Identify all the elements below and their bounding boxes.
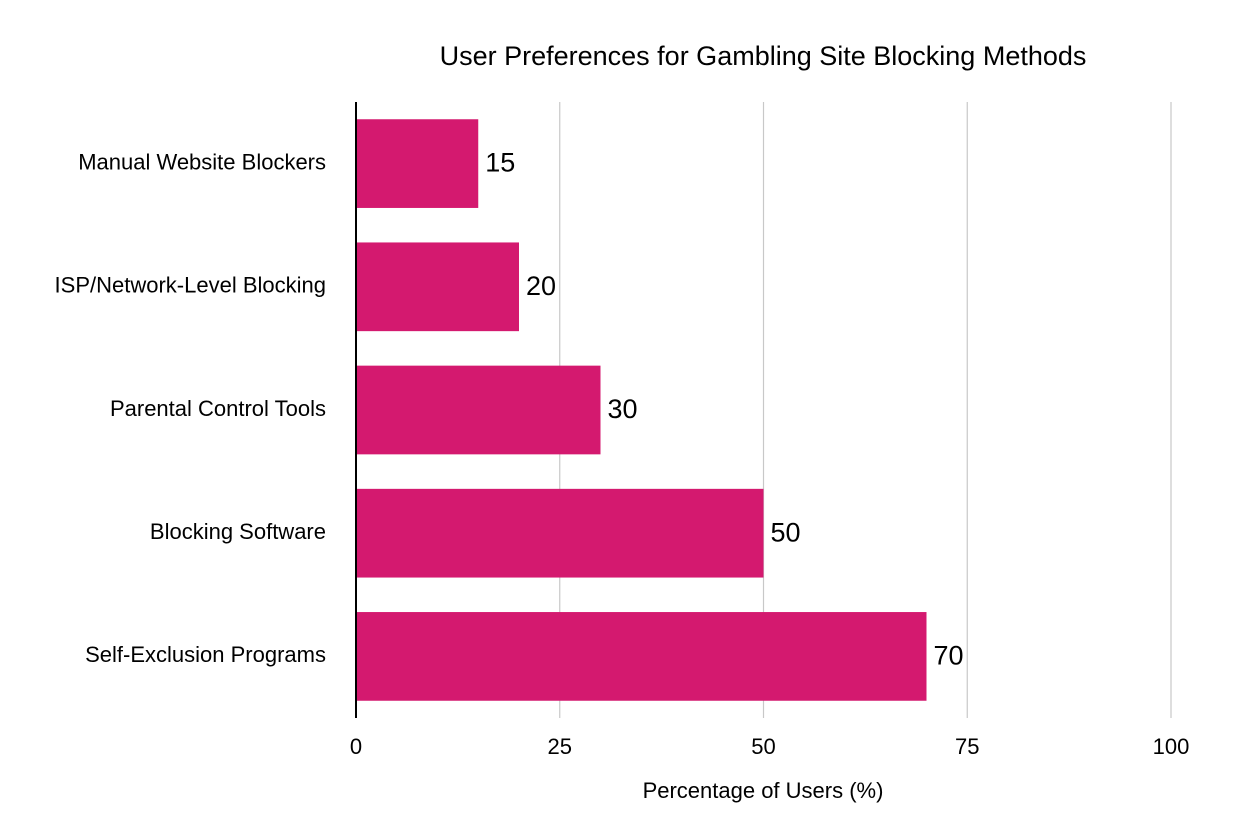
chart-title: User Preferences for Gambling Site Block…: [440, 41, 1087, 71]
x-tick-label: 0: [350, 734, 362, 759]
x-axis-label: Percentage of Users (%): [643, 778, 884, 803]
bar: [356, 488, 764, 578]
y-tick-label: Parental Control Tools: [110, 396, 326, 421]
data-label: 20: [526, 271, 556, 301]
data-label: 50: [771, 517, 801, 547]
x-tick-label: 25: [548, 734, 572, 759]
x-tick-label: 75: [955, 734, 979, 759]
data-label: 15: [485, 148, 515, 178]
x-tick-label: 50: [751, 734, 775, 759]
bar: [356, 242, 519, 332]
bar: [356, 365, 601, 455]
y-tick-label: Blocking Software: [150, 519, 326, 544]
bar: [356, 119, 479, 208]
data-label: 30: [608, 394, 638, 424]
bar: [356, 612, 927, 701]
y-tick-label: Manual Website Blockers: [78, 149, 326, 174]
x-tick-label: 100: [1153, 734, 1190, 759]
y-tick-label: Self-Exclusion Programs: [85, 642, 326, 667]
data-label: 70: [934, 641, 964, 671]
y-tick-label: ISP/Network-Level Blocking: [55, 273, 326, 298]
